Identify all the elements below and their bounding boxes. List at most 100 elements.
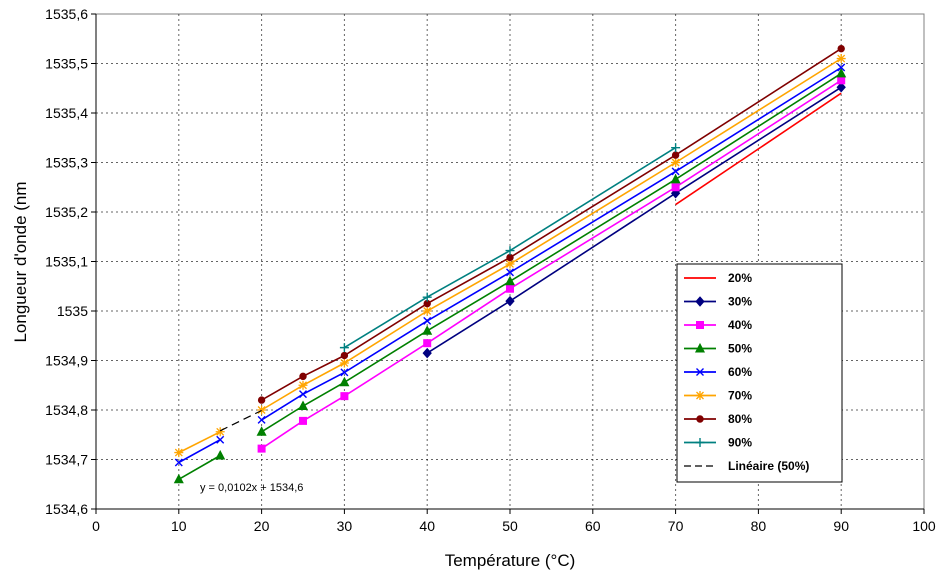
trendline-segment bbox=[219, 409, 262, 432]
series-line bbox=[343, 146, 677, 349]
triangle-marker bbox=[256, 426, 267, 436]
triangle-marker bbox=[836, 67, 847, 78]
triangle-marker bbox=[297, 400, 309, 411]
series-40pct bbox=[257, 76, 846, 453]
x-tick-label: 50 bbox=[502, 518, 518, 534]
legend-item: 80% bbox=[684, 412, 752, 426]
star-marker bbox=[174, 448, 184, 458]
square-marker bbox=[299, 416, 307, 425]
triangle-marker bbox=[694, 342, 706, 353]
x-marker bbox=[299, 390, 307, 399]
star-marker bbox=[671, 158, 681, 167]
series-60pct bbox=[174, 63, 846, 467]
triangle-marker bbox=[670, 173, 681, 184]
triangle-marker bbox=[339, 376, 350, 387]
x-tick-label: 40 bbox=[419, 518, 435, 534]
legend-label: 30% bbox=[728, 295, 752, 309]
legend-item: 40% bbox=[684, 318, 752, 332]
square-marker bbox=[506, 284, 514, 293]
x-marker bbox=[506, 268, 514, 277]
y-tick-label: 1535,5 bbox=[45, 56, 88, 72]
legend-item: 50% bbox=[684, 342, 752, 356]
x-marker bbox=[174, 458, 183, 467]
star-marker bbox=[339, 358, 349, 368]
square-marker bbox=[837, 76, 846, 85]
series-20pct bbox=[675, 92, 842, 206]
square-marker bbox=[423, 339, 432, 348]
legend-label: 40% bbox=[728, 318, 752, 332]
legend-item: 20% bbox=[684, 271, 752, 285]
legend-label: Linéaire (50%) bbox=[728, 459, 809, 473]
triangle-marker bbox=[422, 325, 433, 335]
star-marker bbox=[257, 405, 267, 415]
x-tick-label: 60 bbox=[585, 518, 601, 534]
x-tick-label: 100 bbox=[912, 518, 936, 534]
triangle-marker bbox=[215, 449, 226, 460]
plus-marker bbox=[422, 292, 432, 302]
series-layer bbox=[173, 44, 847, 484]
series-line bbox=[178, 438, 221, 464]
trendline-layer bbox=[219, 409, 262, 432]
x-tick-label: 90 bbox=[833, 518, 849, 534]
legend-item: Linéaire (50%) bbox=[684, 459, 809, 473]
x-marker bbox=[423, 316, 432, 325]
diamond-marker bbox=[422, 347, 432, 359]
legend-label: 90% bbox=[728, 436, 752, 450]
series-50pct bbox=[173, 67, 847, 484]
x-tick-label: 80 bbox=[751, 518, 767, 534]
triangle-marker bbox=[504, 275, 516, 286]
legend-label: 20% bbox=[728, 271, 752, 285]
legend-label: 50% bbox=[728, 342, 752, 356]
square-marker bbox=[671, 183, 680, 192]
circle-marker bbox=[696, 415, 704, 423]
y-axis-title: Longueur d'onde (nm bbox=[11, 181, 30, 342]
square-marker bbox=[696, 321, 704, 329]
star-marker bbox=[505, 259, 515, 269]
x-marker bbox=[696, 368, 704, 376]
y-tick-label: 1535,4 bbox=[45, 105, 88, 121]
diamond-marker bbox=[505, 295, 515, 307]
legend-label: 70% bbox=[728, 389, 752, 403]
x-marker bbox=[257, 415, 266, 424]
y-tick-label: 1535,3 bbox=[45, 155, 88, 171]
series-line bbox=[178, 431, 221, 454]
y-tick-label: 1534,6 bbox=[45, 501, 88, 517]
star-marker bbox=[298, 380, 308, 390]
legend-label: 60% bbox=[728, 365, 752, 379]
legend-item: 60% bbox=[684, 365, 752, 379]
circle-marker bbox=[299, 372, 307, 381]
x-tick-label: 20 bbox=[254, 518, 270, 534]
legend-item: 30% bbox=[684, 295, 752, 309]
circle-marker bbox=[340, 351, 349, 360]
x-tick-label: 30 bbox=[337, 518, 353, 534]
x-marker bbox=[837, 63, 846, 72]
y-tick-label: 1534,7 bbox=[45, 452, 88, 468]
x-marker bbox=[216, 435, 225, 444]
square-marker bbox=[340, 392, 349, 401]
circle-marker bbox=[671, 151, 680, 159]
y-tick-label: 1534,9 bbox=[45, 353, 88, 369]
x-marker bbox=[340, 368, 349, 377]
series-line bbox=[675, 92, 842, 206]
plus-marker bbox=[671, 143, 681, 153]
legend-label: 80% bbox=[728, 412, 752, 426]
plus-marker bbox=[505, 246, 515, 256]
y-tick-label: 1535 bbox=[57, 303, 88, 319]
star-marker bbox=[836, 54, 846, 64]
axes: 0 10 20 30 40 50 60 70 80 90 100 1534,6 1534,7 1534,8… bbox=[45, 6, 936, 534]
y-tick-label: 1535,1 bbox=[45, 254, 88, 270]
circle-marker bbox=[837, 44, 845, 53]
series-line bbox=[426, 86, 842, 354]
series-line bbox=[178, 454, 221, 480]
diamond-marker bbox=[695, 296, 705, 307]
x-tick-label: 0 bbox=[92, 518, 100, 534]
x-tick-label: 70 bbox=[668, 518, 684, 534]
y-tick-label: 1535,2 bbox=[45, 204, 88, 220]
plus-marker bbox=[339, 343, 349, 353]
star-marker bbox=[215, 427, 225, 437]
circle-marker bbox=[257, 396, 266, 404]
diamond-marker bbox=[836, 82, 846, 93]
legend: 20% 30% 40% 50% 60% 70% 80% 90% Linéaire (50%) bbox=[676, 263, 843, 483]
series-90pct bbox=[339, 143, 681, 353]
